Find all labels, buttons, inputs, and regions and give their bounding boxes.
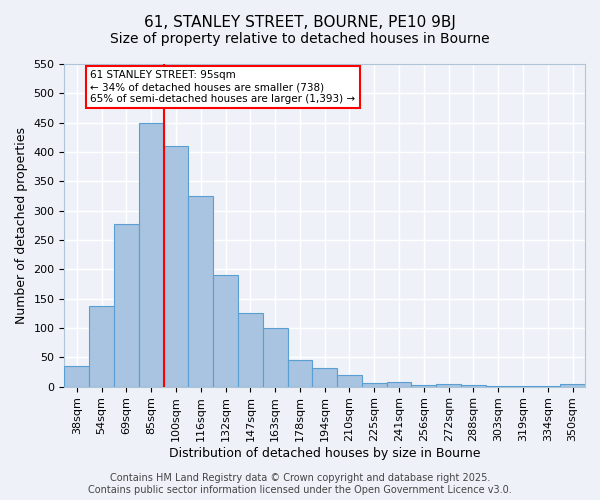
Bar: [188, 196, 213, 386]
Bar: [362, 383, 386, 386]
Text: 61 STANLEY STREET: 95sqm
← 34% of detached houses are smaller (738)
65% of semi-: 61 STANLEY STREET: 95sqm ← 34% of detach…: [91, 70, 356, 104]
Bar: [263, 328, 287, 386]
Bar: [560, 384, 585, 386]
Bar: [213, 275, 238, 386]
Bar: [412, 385, 436, 386]
Text: Contains HM Land Registry data © Crown copyright and database right 2025.
Contai: Contains HM Land Registry data © Crown c…: [88, 474, 512, 495]
Bar: [164, 146, 188, 386]
Bar: [337, 376, 362, 386]
Text: 61, STANLEY STREET, BOURNE, PE10 9BJ: 61, STANLEY STREET, BOURNE, PE10 9BJ: [144, 15, 456, 30]
Bar: [386, 382, 412, 386]
Y-axis label: Number of detached properties: Number of detached properties: [15, 127, 28, 324]
Bar: [287, 360, 313, 386]
Bar: [89, 306, 114, 386]
Bar: [436, 384, 461, 386]
Bar: [313, 368, 337, 386]
Bar: [139, 122, 164, 386]
Bar: [64, 366, 89, 386]
Bar: [238, 314, 263, 386]
Text: Size of property relative to detached houses in Bourne: Size of property relative to detached ho…: [110, 32, 490, 46]
Bar: [461, 385, 486, 386]
Bar: [114, 224, 139, 386]
X-axis label: Distribution of detached houses by size in Bourne: Distribution of detached houses by size …: [169, 447, 481, 460]
